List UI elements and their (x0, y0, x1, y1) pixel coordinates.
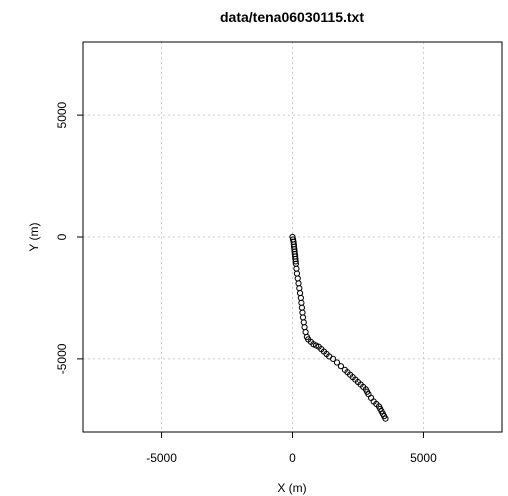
data-points (289, 233, 389, 422)
data-point (294, 275, 301, 282)
data-point (296, 289, 304, 297)
x-axis-label: X (m) (277, 481, 306, 495)
x-tick-label: 5000 (410, 451, 437, 465)
data-point (333, 359, 341, 366)
y-axis: -5000 0 5000 (55, 101, 83, 374)
y-axis-label: Y (m) (27, 222, 41, 251)
data-point (292, 258, 299, 265)
data-point (367, 394, 375, 401)
chart-title: data/tena06030115.txt (220, 9, 364, 25)
data-point (295, 280, 302, 287)
x-tick-label: -5000 (146, 451, 177, 465)
y-tick-label: 0 (55, 233, 69, 240)
data-point (382, 415, 389, 422)
y-tick-label: 5000 (55, 101, 69, 128)
data-point (337, 363, 345, 370)
x-tick-label: 0 (289, 451, 296, 465)
y-tick-label: -5000 (55, 343, 69, 374)
data-point (300, 319, 307, 326)
data-point (301, 324, 308, 331)
data-point (329, 355, 337, 362)
x-axis: -5000 0 5000 (146, 432, 437, 465)
data-point (296, 285, 303, 292)
